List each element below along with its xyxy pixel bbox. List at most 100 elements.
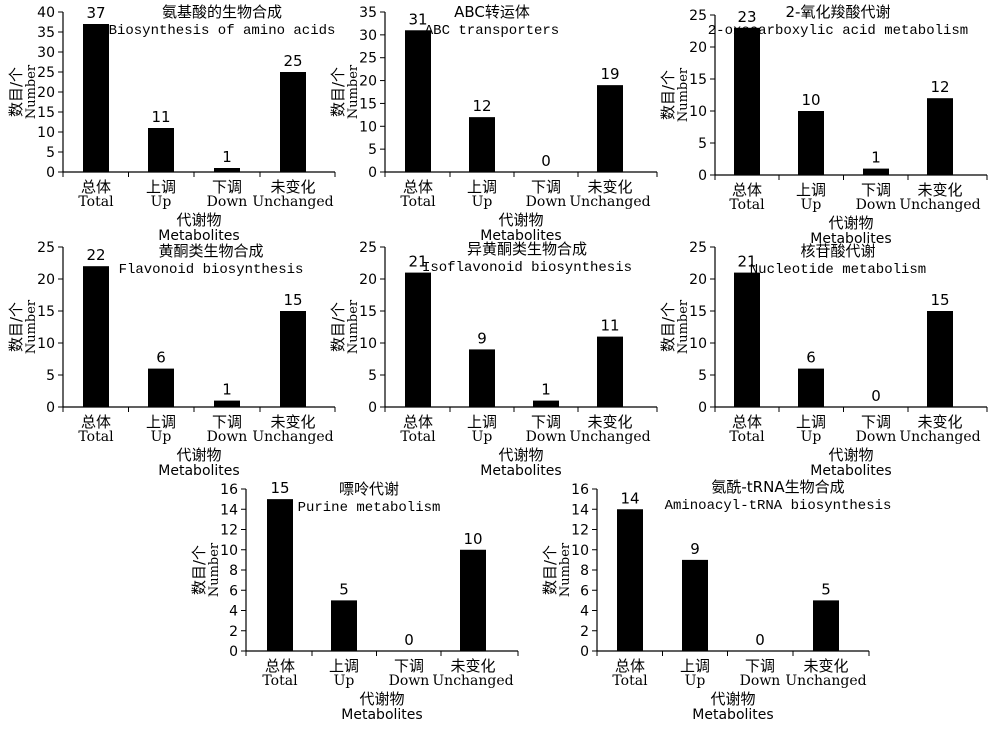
x-category-label-en: Down [389,673,430,689]
y-tick-label: 25 [37,65,55,81]
bar-up [148,128,174,172]
bar-unchanged [597,336,623,407]
bar-down [863,168,889,175]
chart-subtitle: 2-oxocarboxylic acid metabolism [708,23,968,39]
bar-up [469,117,495,172]
y-tick-label: 10 [359,336,377,352]
x-category-label-en: Down [207,194,248,210]
bar-value-label: 37 [86,4,105,22]
x-category-label-cn: 未变化 [270,178,315,196]
x-category-label-en: Down [856,429,897,445]
bar-total [83,24,109,172]
chart-subtitle: Nucleotide metabolism [750,262,926,278]
x-category-label-cn: 下调 [212,178,242,196]
x-category-label-cn: 下调 [861,413,891,431]
chart-title: 2-氧化羧酸代谢 [786,3,891,21]
x-category-label-en: Up [334,673,355,689]
y-tick-label: 10 [689,336,707,352]
chart-subtitle: Purine metabolism [298,500,441,516]
y-axis-title-en: Number [676,299,691,354]
x-category-label-cn: 上调 [467,178,497,196]
chart-title: 异黄酮类生物合成 [467,240,587,258]
bar-value-label: 10 [463,530,482,548]
bar-unchanged [280,72,306,172]
bar-value-label: 0 [755,631,765,649]
y-tick-label: 20 [689,272,707,288]
bar-unchanged [597,85,623,172]
y-tick-label: 40 [37,5,55,21]
y-axis-title-cn: 数目/个 [659,70,677,120]
y-tick-label: 0 [46,165,55,181]
y-tick-label: 16 [220,482,238,498]
y-axis-title-cn: 数目/个 [329,302,347,352]
bar-value-label: 0 [541,152,551,170]
bar-value-label: 12 [472,97,491,115]
y-tick-label: 15 [359,304,377,320]
bar-value-label: 0 [871,387,881,405]
chart-title: 核苷酸代谢 [800,242,875,260]
y-axis-title-en: Number [24,64,39,119]
y-tick-label: 15 [689,72,707,88]
x-axis-title-cn: 代谢物 [498,211,543,229]
bar-value-label: 25 [283,52,302,70]
x-category-label-en: Unchanged [785,673,866,689]
x-axis-title-en: Metabolites [158,228,239,244]
y-tick-label: 0 [46,400,55,416]
x-category-label-cn: 未变化 [587,178,632,196]
x-category-label-en: Unchanged [252,194,333,210]
x-category-label-en: Down [526,429,567,445]
bar-up [798,368,824,407]
x-category-label-en: Down [740,673,781,689]
y-tick-label: 0 [229,644,238,660]
x-category-label-cn: 上调 [146,413,176,431]
x-category-label-en: Up [801,197,822,213]
bar-value-label: 5 [339,580,349,598]
x-category-label-en: Up [151,194,172,210]
bar-value-label: 15 [283,291,302,309]
x-category-label-en: Total [612,673,648,689]
x-category-label-cn: 下调 [861,181,891,199]
bar-down [214,400,240,407]
x-category-label-cn: 下调 [745,657,775,675]
y-tick-label: 35 [37,25,55,41]
x-category-label-en: Down [207,429,248,445]
y-tick-label: 25 [37,240,55,256]
x-category-label-en: Total [78,194,114,210]
x-category-label-cn: 总体 [403,178,433,196]
x-category-label-cn: 下调 [531,178,561,196]
x-category-label-cn: 未变化 [917,413,962,431]
x-category-label-en: Total [78,429,114,445]
bar-value-label: 10 [801,91,820,109]
y-axis-title-en: Number [346,299,361,354]
bar-unchanged [927,311,953,407]
y-tick-label: 14 [220,502,238,518]
bar-up [148,368,174,407]
bar-up [682,559,708,651]
chart-subtitle: Isoflavonoid biosynthesis [422,260,632,276]
y-tick-label: 15 [689,304,707,320]
x-axis-title-en: Metabolites [480,463,561,479]
x-category-label-cn: 下调 [531,413,561,431]
x-category-label-cn: 未变化 [587,413,632,431]
bar-unchanged [460,549,486,651]
y-tick-label: 5 [368,368,377,384]
y-axis-title-en: Number [207,542,222,597]
y-axis-title-cn: 数目/个 [7,67,25,117]
y-axis-title-cn: 数目/个 [190,545,208,595]
y-tick-label: 5 [698,136,707,152]
bar-value-label: 21 [408,253,427,271]
bar-total [734,272,760,407]
bar-value-label: 14 [620,489,639,507]
bar-value-label: 1 [871,149,881,167]
x-axis-title-cn: 代谢物 [710,690,755,708]
chart-title: 氨酰-tRNA生物合成 [711,478,844,496]
x-axis-title-en: Metabolites [480,228,561,244]
y-tick-label: 12 [571,523,589,539]
y-tick-label: 0 [698,400,707,416]
y-tick-label: 15 [37,304,55,320]
